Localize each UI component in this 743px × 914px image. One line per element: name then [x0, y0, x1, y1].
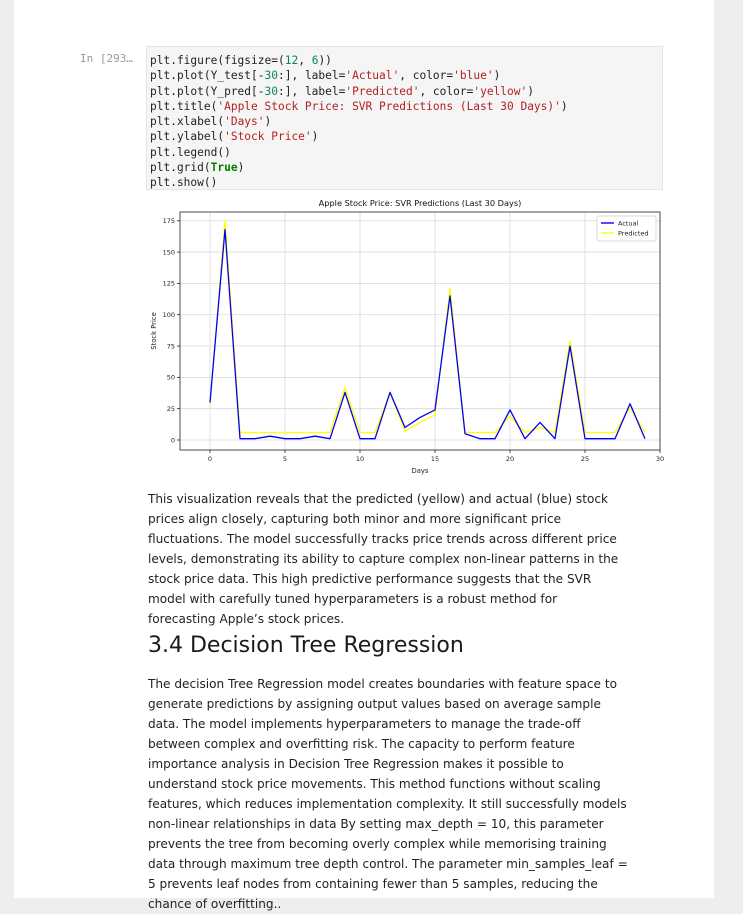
- code-token: 'Days': [224, 115, 265, 129]
- code-token: ,: [298, 54, 312, 67]
- series-line-predicted: [209, 220, 646, 434]
- code-token: 6: [311, 54, 319, 67]
- paragraph-svr-analysis: This visualization reveals that the pred…: [148, 492, 619, 626]
- code-token: , color=: [419, 84, 474, 98]
- y-tick-label: 0: [171, 436, 175, 444]
- legend-label-predicted: Predicted: [618, 229, 649, 237]
- code-line: plt.plot(Y_test[-30:], label='Actual', c…: [150, 68, 662, 83]
- code-token: :], label=: [278, 69, 346, 83]
- code-token: 'yellow': [473, 84, 528, 98]
- y-tick-label: 50: [167, 374, 175, 382]
- x-tick-label: 10: [356, 455, 364, 463]
- plot-frame: [179, 211, 661, 451]
- code-token: ): [311, 130, 319, 144]
- paragraph-decision-tree: The decision Tree Regression model creat…: [148, 677, 628, 911]
- y-tick-label: 75: [167, 342, 175, 350]
- code-token: , color=: [399, 69, 454, 83]
- chart: 0 5 10 15 20 25 30 0 25 50 75 100 125 150 175 Apple Sto…: [150, 198, 664, 475]
- code-cell[interactable]: plt.figure(figsize=(12, 6)) plt.plot(Y_te…: [146, 46, 663, 190]
- x-tick-label: 25: [581, 455, 589, 463]
- legend-label-actual: Actual: [618, 219, 639, 227]
- x-tick-label: 20: [506, 455, 514, 463]
- code-token: ): [237, 161, 245, 175]
- code-token: ): [527, 84, 534, 98]
- y-axis-label: Stock Price: [150, 312, 158, 350]
- code-token: ): [493, 69, 501, 83]
- code-token: plt.plot(Y_pred[-: [150, 84, 265, 98]
- code-line: plt.title('Apple Stock Price: SVR Predic…: [150, 99, 662, 114]
- code-token: 'blue': [453, 69, 494, 83]
- code-line: plt.plot(Y_pred[-30:], label='Predicted'…: [150, 84, 662, 99]
- chart-title: Apple Stock Price: SVR Predictions (Last…: [319, 198, 522, 208]
- cell-prompt: In [293…: [80, 52, 133, 65]
- code-token: plt.show(): [150, 176, 218, 190]
- plot-area: [180, 212, 660, 450]
- y-tick-label: 125: [163, 280, 175, 288]
- code-token: 12: [284, 54, 299, 67]
- code-line: plt.figure(figsize=(12, 6)): [150, 53, 662, 68]
- code-token: 30: [264, 84, 278, 98]
- code-line: plt.ylabel('Stock Price'): [150, 129, 662, 144]
- code-line: plt.xlabel('Days'): [150, 114, 662, 129]
- code-token: plt.plot(Y_test[-: [150, 69, 265, 83]
- code-token: )): [318, 54, 332, 67]
- code-line: plt.show(): [150, 175, 662, 190]
- y-tick-label: 175: [163, 217, 175, 225]
- x-tick-label: 30: [656, 455, 664, 463]
- code-line: plt.grid(True): [150, 160, 662, 175]
- code-token: ): [560, 99, 568, 113]
- code-token: plt.xlabel(: [150, 115, 225, 129]
- code-token: plt.legend(): [150, 145, 231, 159]
- code-token: 'Actual': [345, 69, 400, 83]
- code-token: True: [210, 161, 238, 175]
- x-axis-label: Days: [412, 467, 429, 475]
- code-token: plt.grid(: [150, 161, 211, 175]
- y-tick-label: 150: [163, 248, 175, 256]
- x-tick-label: 15: [431, 455, 439, 463]
- series-line-actual: [209, 228, 646, 440]
- code-token: 'Predicted': [345, 84, 420, 98]
- code-token: 'Apple Stock Price: SVR Predictions (Las…: [217, 99, 561, 113]
- code-token: 30: [264, 69, 278, 83]
- code-token: :], label=: [278, 84, 346, 98]
- x-tick-label: 5: [283, 455, 287, 463]
- code-token: plt.ylabel(: [150, 130, 225, 144]
- section-heading: 3.4 Decision Tree Regression: [148, 633, 464, 658]
- code-line: plt.legend(): [150, 145, 662, 160]
- x-tick-label: 0: [208, 455, 212, 463]
- notebook-page: In [293… plt.figure(figsize=(12, 6)) plt.…: [14, 0, 714, 911]
- code-token: plt.figure(figsize=(: [150, 54, 285, 67]
- code-token: ): [264, 115, 272, 129]
- y-tick-label: 25: [167, 405, 175, 413]
- y-tick-label: 100: [163, 311, 175, 319]
- legend-box: [596, 215, 657, 242]
- code-token: 'Stock Price': [224, 130, 312, 144]
- code-token: plt.title(: [150, 99, 218, 113]
